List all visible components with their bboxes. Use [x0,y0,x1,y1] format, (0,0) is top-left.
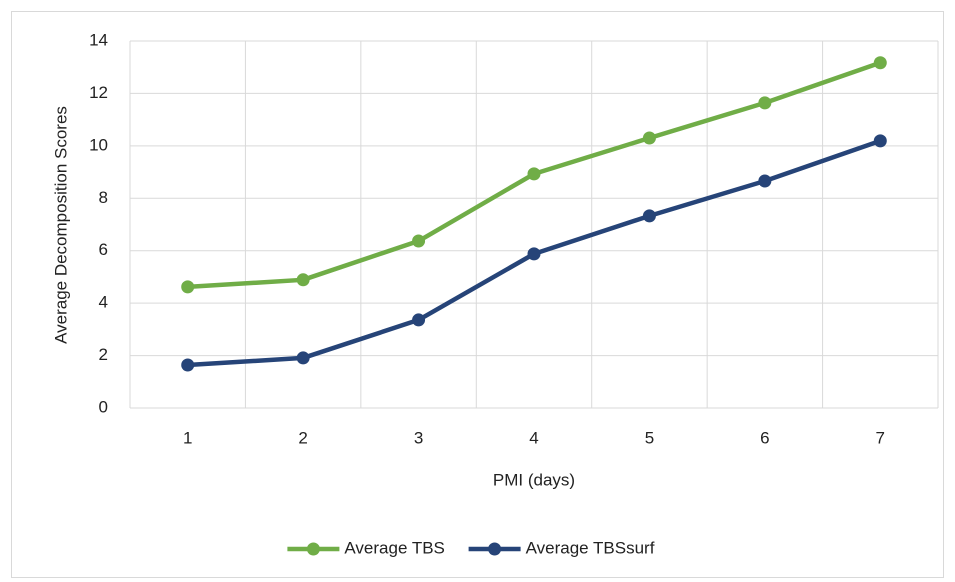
x-axis-label: PMI (days) [493,470,575,489]
data-point [181,358,195,372]
x-tick-label: 1 [183,428,192,447]
legend-label: Average TBSsurf [526,538,655,557]
y-tick-label: 14 [89,30,108,49]
chart-border [11,11,944,578]
data-point [642,131,656,145]
data-point [758,174,772,188]
y-tick-label: 2 [99,345,108,364]
data-point [412,234,426,248]
data-point [296,273,310,287]
legend-marker [488,542,502,556]
legend-marker [306,542,320,556]
y-tick-label: 8 [99,188,108,207]
x-tick-label: 6 [760,428,769,447]
y-axis-label: Average Decomposition Scores [51,106,70,344]
legend-label: Average TBS [344,538,445,557]
x-tick-label: 4 [529,428,538,447]
data-point [873,56,887,70]
data-point [181,280,195,294]
y-tick-label: 6 [99,240,108,259]
data-point [527,247,541,261]
y-tick-label: 4 [99,293,108,312]
data-point [527,167,541,181]
y-tick-label: 0 [99,397,108,416]
x-tick-label: 3 [414,428,423,447]
data-point [296,351,310,365]
y-tick-label: 10 [89,135,108,154]
x-tick-label: 5 [645,428,654,447]
data-point [642,209,656,223]
data-point [412,313,426,327]
data-point [873,134,887,148]
data-point [758,96,772,110]
x-tick-label: 2 [298,428,307,447]
x-tick-label: 7 [876,428,885,447]
y-tick-label: 12 [89,83,108,102]
